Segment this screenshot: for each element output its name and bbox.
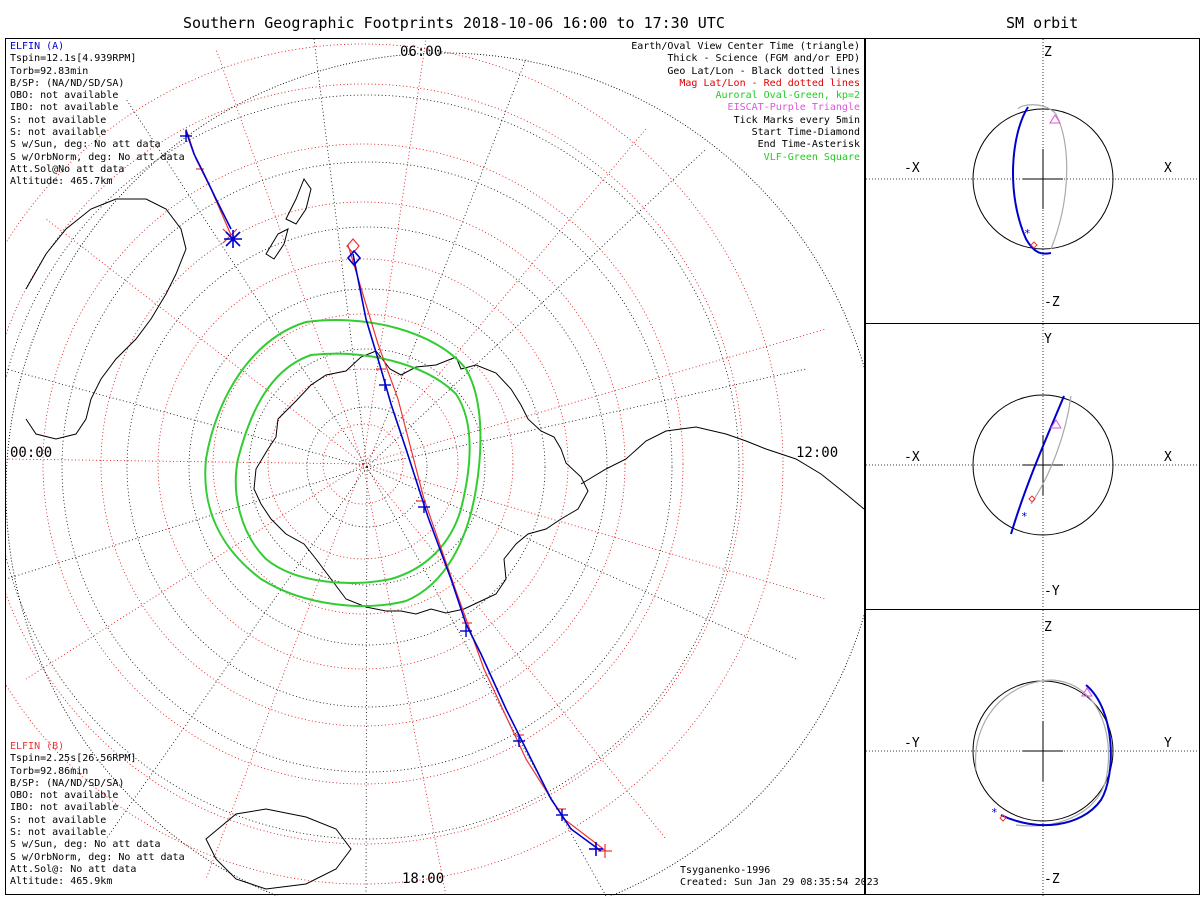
time-label-left: 00:00: [10, 445, 53, 461]
legend-item: Earth/Oval View Center Time (triangle): [631, 41, 860, 52]
elfin-a-start-diamond: [346, 249, 362, 267]
elfin-a-line: S w/Sun, deg: No att data: [10, 139, 161, 151]
elfin-a-line: Altitude: 465.7km: [10, 176, 113, 188]
svg-text:*: *: [991, 806, 998, 819]
orbit-plot-xy: *: [866, 324, 1200, 611]
legend-item: VLF-Green Square: [763, 151, 860, 163]
south-america-coast: [580, 426, 865, 510]
elfin-b-line: B/SP: (NA/ND/SD/SA): [10, 777, 125, 789]
svg-text:*: *: [1021, 510, 1028, 523]
elfin-b-line: S: not available: [10, 827, 107, 839]
axis-label-right: X: [1164, 450, 1172, 465]
elfin-b-line: Torb=92.86min: [10, 765, 89, 777]
axis-label-top: Z: [1044, 45, 1052, 60]
elfin-a-line: OBO: not available: [10, 90, 119, 102]
orbit-plot-xz: *: [866, 39, 1200, 325]
australia-coast: [25, 198, 187, 440]
credits: Tsyganenko-1996 Created: Sun Jan 29 08:3…: [680, 865, 879, 890]
side-title: SM orbit: [1006, 14, 1079, 32]
axis-label-right: Y: [1164, 736, 1172, 751]
elfin-a-line: B/SP: (NA/ND/SD/SA): [10, 77, 125, 89]
legend-item: Auroral Oval-Green, kp=2: [715, 90, 861, 102]
legend-item: End Time-Asterisk: [757, 139, 860, 151]
orbit-panel-xz: * -X X Z -Z: [865, 38, 1200, 325]
elfin-a-line: S w/OrbNorm, deg: No att data: [10, 151, 185, 163]
elfin-b-line: Tspin=2.25s[26.56RPM]: [10, 753, 137, 765]
elfin-a-line: Torb=92.83min: [10, 65, 89, 77]
elfin-a-line: S: not available: [10, 127, 107, 139]
axis-label-bottom: -Z: [1044, 872, 1060, 887]
footprint-map-frame: 06:00 00:00 12:00 18:00 ELFIN (A) Tspin=…: [5, 38, 879, 896]
legend-item: Mag Lat/Lon - Red dotted lines: [679, 77, 860, 89]
elfin-a-line: Tspin=12.1s[4.939RPM]: [10, 53, 137, 65]
main-title: Southern Geographic Footprints 2018-10-0…: [183, 14, 725, 32]
elfin-a-line: S: not available: [10, 114, 107, 126]
elfin-b-line: OBO: not available: [10, 790, 119, 802]
elfin-b-line: S w/Sun, deg: No att data: [10, 839, 161, 851]
orbit-panel-yz: * -Y Y Z -Z: [865, 609, 1200, 896]
svg-text:*: *: [1024, 227, 1031, 240]
elfin-b-line: S: not available: [10, 814, 107, 826]
elfin-b-line: Altitude: 465.9km: [10, 876, 113, 888]
elfin-a-info: ELFIN (A) Tspin=12.1s[4.939RPM] Torb=92.…: [10, 41, 185, 189]
axis-label-top: Z: [1044, 620, 1052, 635]
elfin-a-track: [180, 130, 603, 856]
legend-item: EISCAT-Purple Triangle: [727, 102, 860, 114]
axis-label-top: Y: [1044, 332, 1052, 347]
axis-label-left: -Y: [904, 736, 920, 751]
axis-label-left: -X: [904, 161, 920, 176]
orbit-plot-yz: *: [866, 610, 1200, 896]
antarctica-coast: [253, 350, 589, 615]
map-legend: Earth/Oval View Center Time (triangle) T…: [631, 41, 860, 164]
model-name: Tsyganenko-1996: [680, 865, 771, 876]
elfin-a-ticks: [180, 130, 568, 821]
auroral-oval-inner: [234, 352, 471, 584]
elfin-a-line: Att.Sol@No att data: [10, 163, 125, 175]
elfin-a-name: ELFIN (A): [10, 41, 65, 52]
legend-item: Tick Marks every 5min: [733, 114, 860, 126]
elfin-a-end-asterisk: [224, 230, 603, 856]
africa-coast: [205, 808, 352, 890]
time-label-top: 06:00: [400, 44, 443, 60]
geo-grid: [6, 39, 807, 896]
elfin-b-line: S w/OrbNorm, deg: No att data: [10, 851, 185, 863]
elfin-b-line: Att.Sol@: No att data: [10, 863, 137, 875]
axis-label-right: X: [1164, 161, 1172, 176]
elfin-b-end-asterisk: [222, 228, 612, 858]
elfin-b-name: ELFIN (B): [10, 741, 65, 752]
new-zealand-coast: [265, 177, 312, 260]
elfin-b-info: ELFIN (B) Tspin=2.25s[26.56RPM] Torb=92.…: [10, 741, 185, 889]
legend-item: Geo Lat/Lon - Black dotted lines: [667, 65, 860, 77]
elfin-a-line: IBO: not available: [10, 102, 119, 114]
created-timestamp: Created: Sun Jan 29 08:35:54 2023: [680, 877, 879, 889]
axis-label-bottom: -Z: [1044, 295, 1060, 310]
auroral-oval-outer: [204, 319, 482, 607]
orbit-panel-xy: * -X X Y -Y: [865, 323, 1200, 611]
time-label-right: 12:00: [796, 445, 839, 461]
legend-item: Start Time-Diamond: [751, 127, 860, 139]
elfin-b-line: IBO: not available: [10, 802, 119, 814]
mag-grid: [6, 39, 827, 896]
legend-item: Thick - Science (FGM and/or EPD): [667, 53, 860, 65]
axis-label-left: -X: [904, 450, 920, 465]
axis-label-bottom: -Y: [1044, 584, 1060, 599]
footprint-map: [6, 39, 866, 896]
time-label-bottom: 18:00: [402, 871, 445, 887]
